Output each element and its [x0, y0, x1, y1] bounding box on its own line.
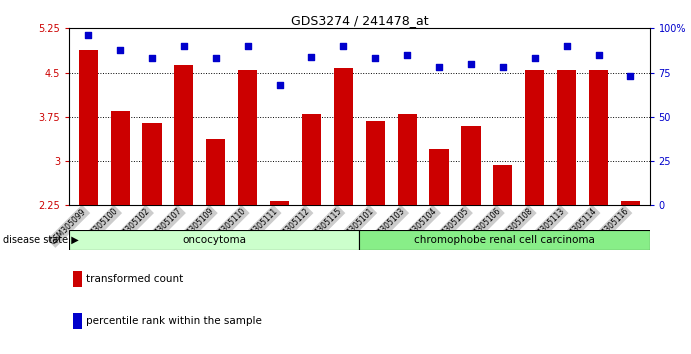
Point [433, 64, 444, 70]
Bar [525, 70, 545, 205]
Bar [142, 123, 162, 205]
Point [178, 43, 189, 49]
Text: chromophobe renal cell carcinoma: chromophobe renal cell carcinoma [414, 235, 595, 245]
Text: disease state ▶: disease state ▶ [3, 235, 79, 245]
Bar [359, 230, 650, 250]
Point [561, 43, 572, 49]
Point [115, 47, 126, 52]
Bar [366, 121, 385, 205]
Bar [589, 70, 608, 205]
Point [401, 52, 413, 58]
Title: GDS3274 / 241478_at: GDS3274 / 241478_at [290, 14, 428, 27]
Point [242, 43, 253, 49]
Bar [397, 114, 417, 205]
Point [83, 33, 94, 38]
Bar [557, 70, 576, 205]
Point [370, 56, 381, 61]
Point [625, 73, 636, 79]
Bar [270, 201, 289, 205]
Bar [334, 68, 353, 205]
Point [210, 56, 221, 61]
Point [498, 64, 509, 70]
Bar [206, 139, 225, 205]
Bar [493, 165, 513, 205]
Bar [174, 65, 193, 205]
Point [306, 54, 317, 59]
Point [593, 52, 604, 58]
Bar [430, 149, 448, 205]
Bar [462, 126, 480, 205]
Point [529, 56, 540, 61]
Point [338, 43, 349, 49]
Bar [111, 111, 130, 205]
Point [146, 56, 158, 61]
Bar [238, 70, 257, 205]
Bar [621, 201, 640, 205]
Bar [69, 230, 359, 250]
Bar [79, 50, 98, 205]
Text: oncocytoma: oncocytoma [182, 235, 246, 245]
Text: percentile rank within the sample: percentile rank within the sample [86, 316, 263, 326]
Bar [302, 114, 321, 205]
Point [274, 82, 285, 88]
Point [466, 61, 477, 67]
Text: transformed count: transformed count [86, 274, 184, 284]
